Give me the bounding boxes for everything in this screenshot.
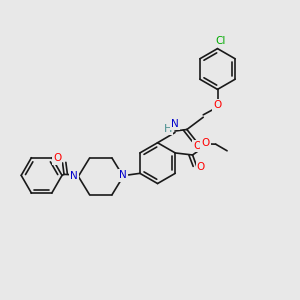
Text: O: O xyxy=(53,154,61,164)
Text: N: N xyxy=(171,119,179,129)
Text: O: O xyxy=(197,162,205,172)
Text: O: O xyxy=(201,138,210,148)
Text: Cl: Cl xyxy=(215,36,226,46)
Text: N: N xyxy=(70,171,78,182)
Text: O: O xyxy=(193,141,202,151)
Text: H: H xyxy=(164,124,172,134)
Text: N: N xyxy=(119,170,127,181)
Text: O: O xyxy=(213,100,222,110)
